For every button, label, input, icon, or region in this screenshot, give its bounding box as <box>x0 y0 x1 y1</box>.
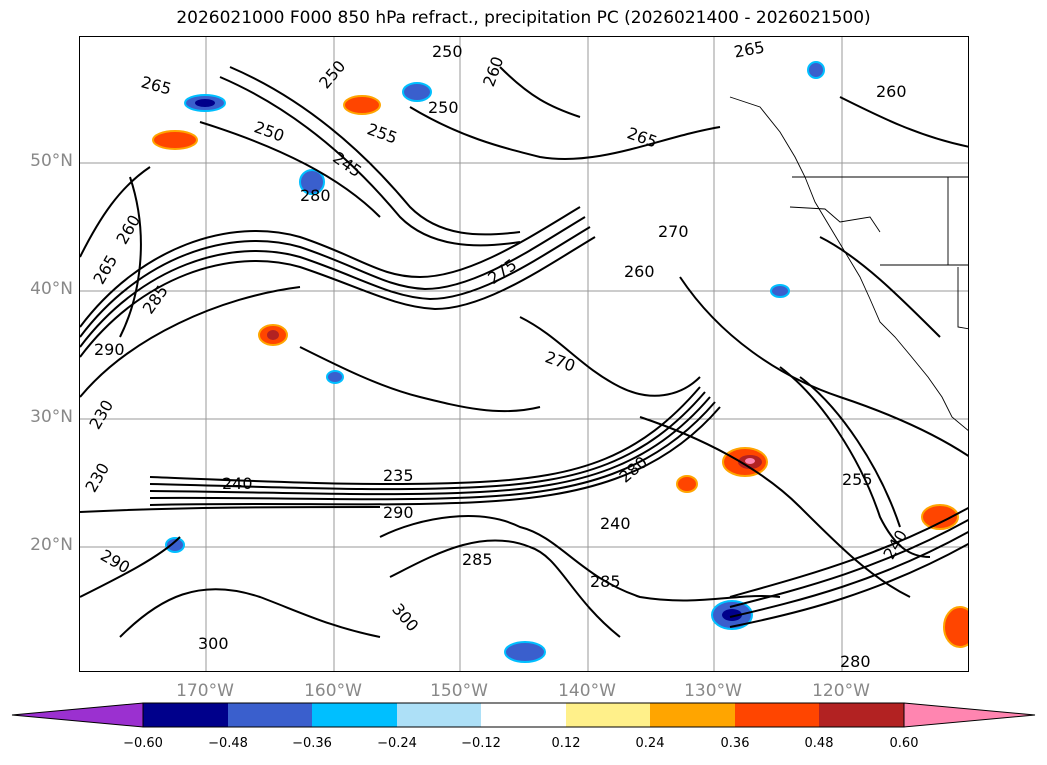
lat-label-50n: 50°N <box>30 151 73 171</box>
colorbar-tick: 0.60 <box>889 736 919 751</box>
contour-label: 235 <box>383 466 414 485</box>
lon-label-140w: 140°W <box>558 681 616 701</box>
lat-label-40n: 40°N <box>30 279 73 299</box>
colorbar-tick: −0.60 <box>123 736 163 751</box>
graticule <box>80 37 968 671</box>
colorbar-tick: −0.36 <box>292 736 332 751</box>
contour-label: 300 <box>198 634 229 653</box>
map-title: 2026021000 F000 850 hPa refract., precip… <box>176 8 871 28</box>
precip-shading <box>152 61 968 663</box>
colorbar-segment <box>819 703 904 727</box>
colorbar-tick: −0.48 <box>208 736 248 751</box>
contour-label: 290 <box>94 340 125 359</box>
colorbar-segment <box>481 703 566 727</box>
colorbar-segment <box>312 703 397 727</box>
colorbar-under-arrow <box>11 702 144 728</box>
lat-label-30n: 30°N <box>30 407 73 427</box>
contour-label: 280 <box>300 186 331 205</box>
lon-label-170w: 170°W <box>176 681 234 701</box>
contour-label: 240 <box>222 474 253 493</box>
contour-label: 290 <box>383 503 414 522</box>
coastline <box>729 96 968 431</box>
lon-label-150w: 150°W <box>430 681 488 701</box>
contour-label: 255 <box>842 470 873 489</box>
contour-label: 285 <box>462 550 493 569</box>
lat-label-20n: 20°N <box>30 535 73 555</box>
lon-label-160w: 160°W <box>304 681 362 701</box>
colorbar-tick: −0.24 <box>377 736 417 751</box>
refractivity-contours <box>80 66 968 638</box>
colorbar-segment <box>735 703 819 727</box>
colorbar-tick: 0.12 <box>551 736 581 751</box>
contour-label: 250 <box>432 42 463 61</box>
map-canvas <box>80 37 968 671</box>
contour-label: 280 <box>840 652 871 671</box>
colorbar-segment <box>143 703 228 727</box>
colorbar-segment <box>566 703 650 727</box>
contour-label: 270 <box>658 222 689 241</box>
contour-label: 250 <box>428 98 459 117</box>
contour-label: 260 <box>876 82 907 101</box>
colorbar-tick: 0.48 <box>804 736 834 751</box>
colorbar-tick: 0.36 <box>720 736 750 751</box>
colorbar-tick: 0.24 <box>635 736 665 751</box>
colorbar-segment <box>650 703 735 727</box>
contour-label: 260 <box>624 262 655 281</box>
lon-label-130w: 130°W <box>684 681 742 701</box>
map-panel <box>79 36 969 672</box>
colorbar-over-arrow <box>903 702 1036 728</box>
lon-label-120w: 120°W <box>812 681 870 701</box>
contour-label: 240 <box>600 514 631 533</box>
colorbar-tick: −0.12 <box>461 736 501 751</box>
colorbar-segment <box>397 703 481 727</box>
colorbar-segment <box>228 703 312 727</box>
colorbar <box>11 702 1036 728</box>
contour-label: 285 <box>590 572 621 591</box>
